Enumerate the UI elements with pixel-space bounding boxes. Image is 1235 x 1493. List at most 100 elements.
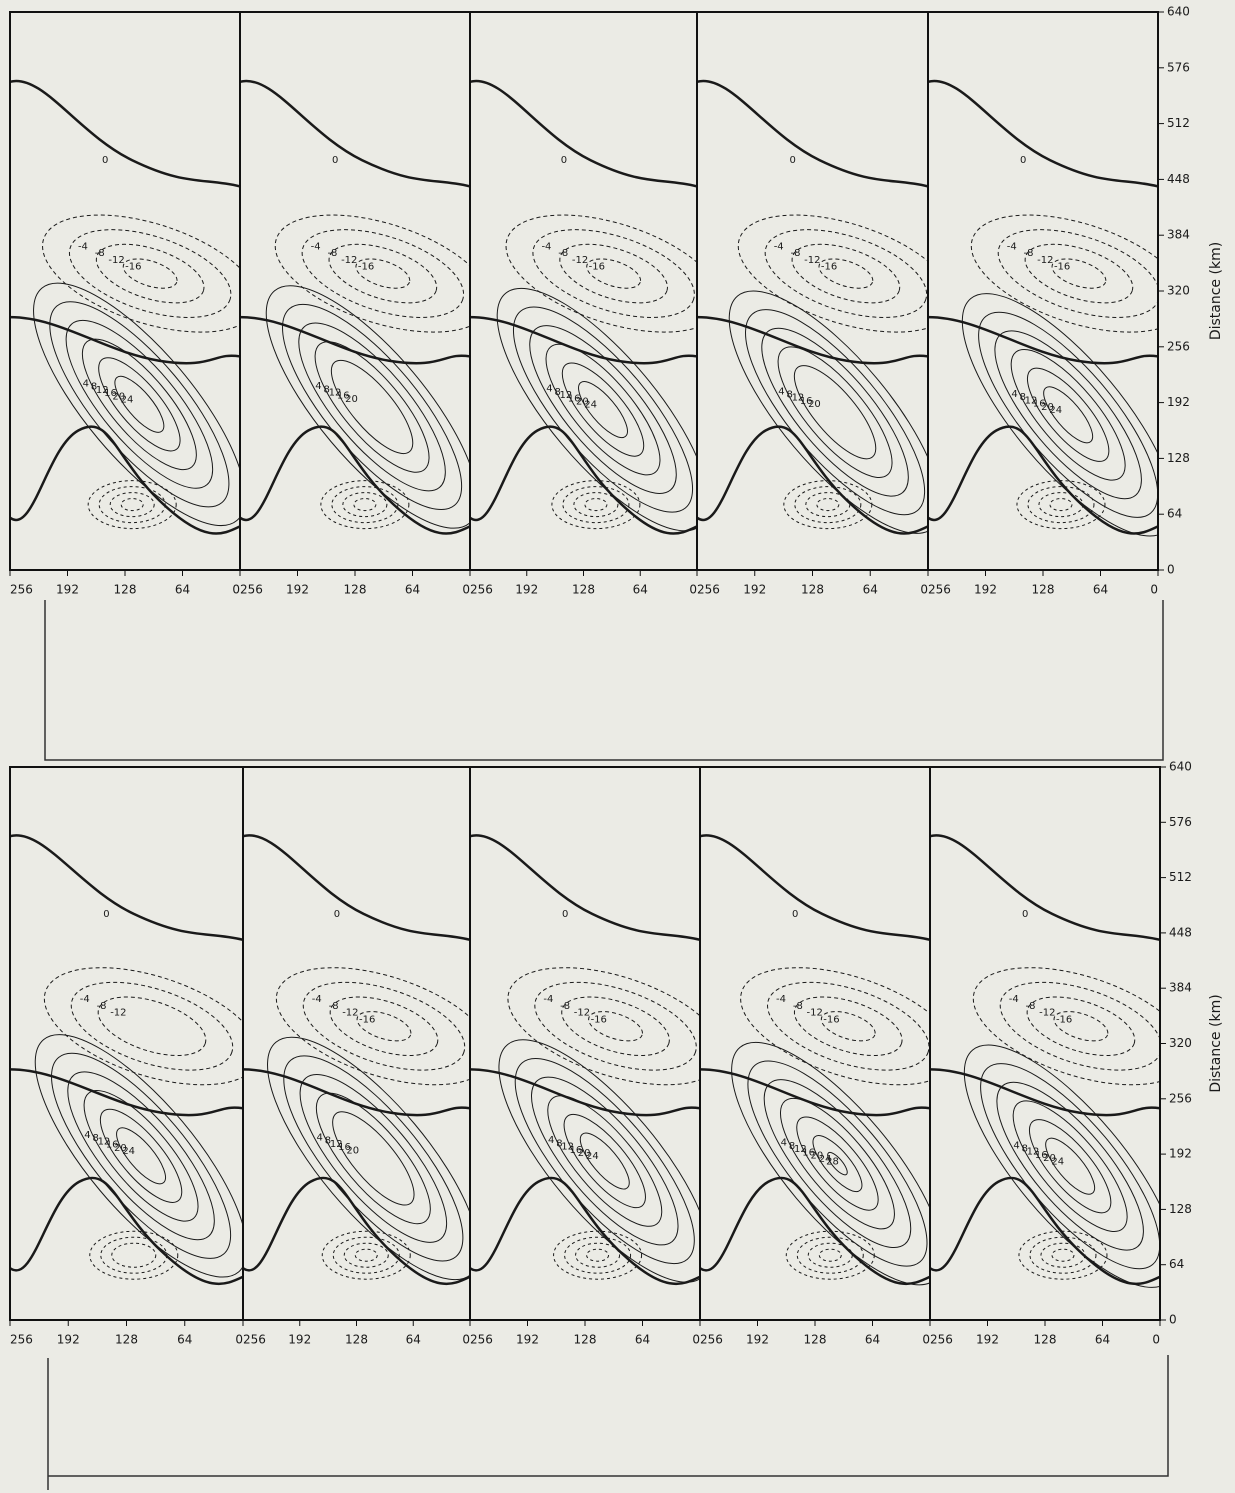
contour-label: 8 — [554, 387, 560, 398]
contour-line — [332, 1236, 400, 1274]
contour-label: -16 — [591, 1014, 607, 1025]
contour-label: 12 — [560, 390, 573, 401]
contour-line — [97, 996, 207, 1056]
x-tick-label: 64 — [633, 583, 648, 597]
contour-label: 8 — [1022, 1144, 1028, 1155]
x-tick-label: 64 — [1093, 583, 1108, 597]
contour-line — [1028, 1119, 1112, 1214]
contour-label: 8 — [93, 1133, 99, 1144]
contour-label: -4 — [774, 241, 784, 252]
panel-frame — [469, 11, 698, 571]
contour-label: -12 — [574, 1008, 590, 1019]
panel-frame — [469, 766, 701, 1321]
y-tick-label: 512 — [1167, 116, 1190, 130]
contour-label: 20 — [810, 1151, 823, 1162]
contour-line — [747, 1060, 928, 1267]
contour-line — [818, 258, 874, 289]
x-tick-label: 256 — [10, 583, 33, 597]
contour-line — [109, 492, 155, 518]
contour-line — [553, 1230, 643, 1280]
contour-line — [997, 229, 1158, 318]
contour-label: 4 — [548, 1135, 554, 1146]
contour-label: -4 — [1009, 994, 1019, 1005]
contour-label: -12 — [342, 1008, 358, 1019]
x-tick-label: 64 — [405, 583, 420, 597]
contour-label: 20 — [346, 1145, 359, 1156]
contour-line — [1029, 1236, 1097, 1274]
contour-line — [282, 303, 463, 511]
zero-contour — [700, 834, 930, 942]
contour-line — [343, 1242, 389, 1268]
panel-frame — [242, 766, 471, 1321]
contour-label: -8 — [329, 1001, 339, 1012]
contour-label: 0 — [102, 155, 108, 166]
contour-label: 16 — [338, 1142, 351, 1153]
contour-line — [563, 1113, 646, 1209]
contour-line — [81, 338, 197, 471]
contour-label: 24 — [584, 400, 597, 411]
zero-contour — [10, 79, 240, 188]
contour-label: -4 — [776, 994, 786, 1005]
contour-line — [89, 1230, 179, 1280]
contour-line — [328, 243, 438, 304]
x-tick-label: 128 — [114, 583, 137, 597]
zero-contour — [470, 79, 697, 188]
contour-line — [978, 311, 1158, 518]
bracket — [47, 1355, 1169, 1490]
contour-line — [331, 486, 399, 524]
contour-line — [1027, 486, 1095, 524]
zero-contour — [928, 315, 1158, 365]
contour-line — [1040, 1242, 1086, 1268]
contour-line — [507, 967, 700, 1086]
contour-line — [267, 1036, 470, 1281]
contour-line — [330, 359, 414, 455]
contour-line — [83, 1090, 199, 1222]
y-tick-label: 256 — [1167, 339, 1190, 353]
contour-line — [498, 1039, 700, 1283]
zero-contour — [700, 1068, 930, 1117]
contour-line — [728, 290, 928, 534]
x-tick-label: 0 — [922, 1333, 930, 1347]
contour-line — [320, 480, 410, 530]
contour-line — [33, 282, 240, 527]
x-tick-label: 192 — [516, 1333, 539, 1347]
x-tick-label: 0 — [689, 583, 697, 597]
contour-label: -4 — [543, 994, 553, 1005]
contour-line — [1051, 1248, 1075, 1262]
contour-line — [1026, 367, 1110, 462]
contour-label: 20 — [114, 1143, 127, 1154]
contour-label: -4 — [541, 241, 551, 252]
x-tick-label: 0 — [1150, 583, 1158, 597]
contour-label: -8 — [327, 248, 337, 259]
y-tick-label: 128 — [1167, 451, 1190, 465]
zero-contour — [243, 834, 470, 942]
x-tick-label: 192 — [743, 583, 766, 597]
y-tick-label: 256 — [1169, 1091, 1192, 1105]
contour-label: -16 — [589, 262, 605, 273]
x-tick-label: 256 — [928, 583, 951, 597]
zero-contour — [700, 1176, 930, 1285]
contour-label: -8 — [790, 248, 800, 259]
contour-line — [87, 480, 177, 530]
x-tick-label: 128 — [804, 1333, 827, 1347]
contour-line — [763, 1079, 912, 1249]
x-tick-label: 0 — [235, 1333, 243, 1347]
contour-line — [731, 1041, 930, 1286]
contour-label: 0 — [789, 155, 795, 166]
contour-line — [761, 327, 909, 497]
contour-line — [496, 287, 697, 532]
contour-line — [353, 498, 377, 512]
y-tick-label: 0 — [1167, 563, 1175, 577]
contour-label: -16 — [821, 262, 837, 273]
contour-label: -4 — [80, 994, 90, 1005]
zero-contour — [243, 1068, 470, 1117]
y-tick-label: 384 — [1169, 981, 1192, 995]
contour-line — [578, 381, 628, 439]
contour-label: 0 — [334, 909, 340, 920]
contour-line — [551, 480, 641, 530]
contour-label: -4 — [311, 241, 321, 252]
contour-line — [95, 243, 205, 304]
x-tick-label: 0 — [462, 583, 470, 597]
contour-label: -16 — [1054, 262, 1070, 273]
